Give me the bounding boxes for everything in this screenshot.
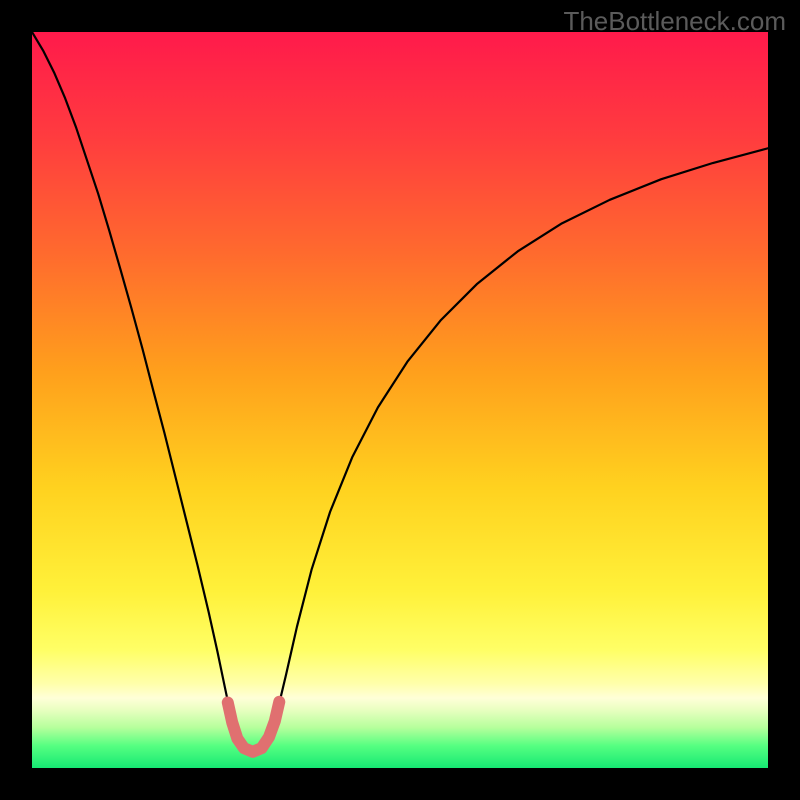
watermark-text: TheBottleneck.com	[563, 6, 786, 37]
chart-frame	[32, 32, 768, 768]
bottleneck-curve	[32, 32, 768, 753]
valley-marker	[228, 702, 280, 752]
plot-area	[32, 32, 768, 768]
curve-layer	[32, 32, 768, 768]
